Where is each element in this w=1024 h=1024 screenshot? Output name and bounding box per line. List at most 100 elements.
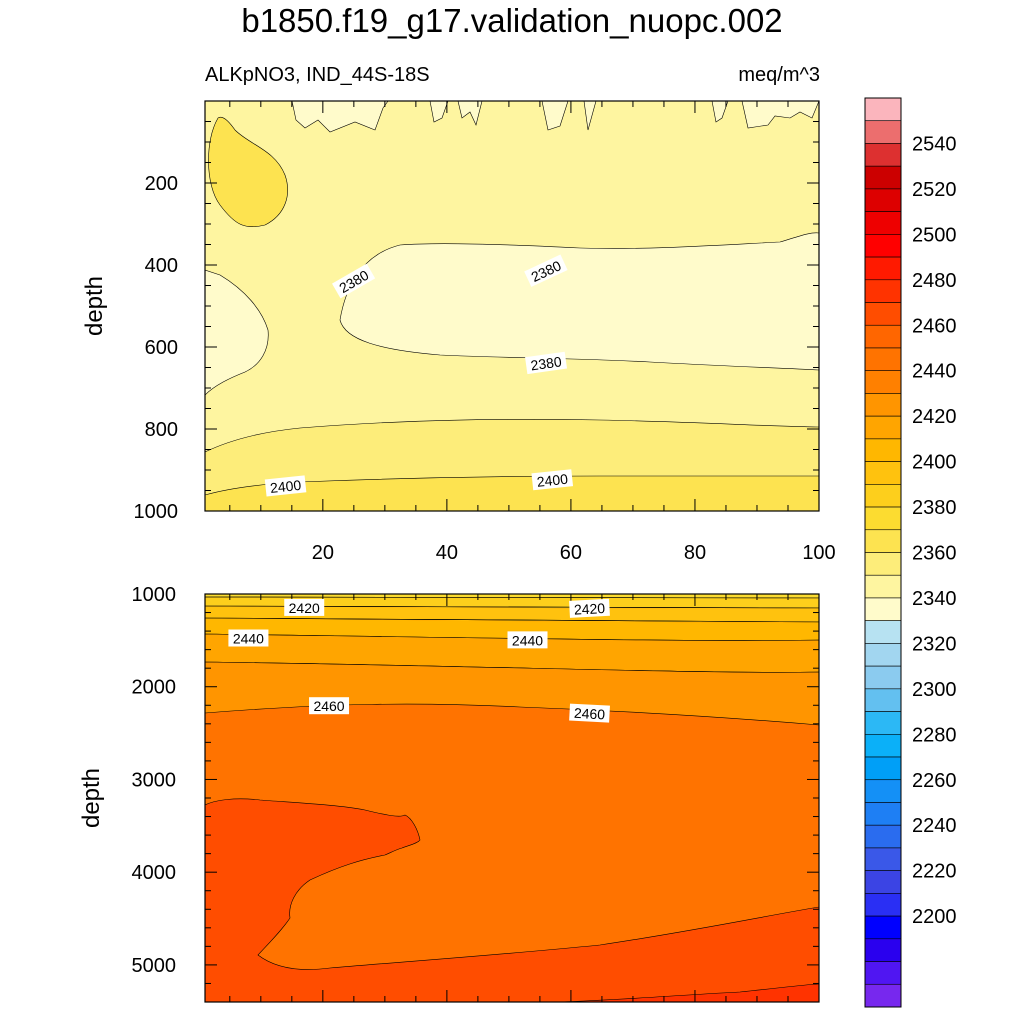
upper-region-2380-center [339, 232, 819, 371]
colorbar-swatch [864, 665, 902, 690]
colorbar-swatch [864, 870, 902, 894]
colorbar-swatch [864, 188, 902, 212]
contour-label-box [569, 703, 610, 723]
contour-label-text: 2420 [289, 600, 320, 616]
colorbar-label: 2440 [912, 361, 957, 383]
colorbar-label: 2540 [912, 133, 957, 155]
upper-y-tick-labels: 200 400 600 800 1000 [134, 173, 179, 523]
lower-region-2480-deep [205, 798, 819, 1002]
colorbar-swatch [864, 143, 902, 167]
colorbar-label: 2320 [912, 633, 957, 655]
colorbar-swatch [864, 688, 902, 712]
contour-label-text: 2440 [512, 632, 543, 648]
units-label: meq/m^3 [738, 64, 820, 86]
contour-label-box [309, 697, 350, 715]
colorbar-swatch [864, 370, 902, 394]
contour-label-text: 2460 [313, 698, 344, 714]
colorbar-frame [864, 97, 902, 1008]
colorbar-label: 2200 [912, 906, 957, 928]
upper-panel [205, 101, 819, 511]
colorbar-label: 2240 [912, 815, 957, 837]
colorbar-swatch [864, 756, 902, 781]
colorbar-swatch [864, 552, 902, 576]
upper-x-tick-label: 100 [802, 542, 835, 564]
lower-y-tick-label: 4000 [132, 862, 177, 884]
colorbar-swatch [864, 574, 902, 599]
colorbar-label: 2300 [912, 679, 957, 701]
contour-label-box [524, 254, 568, 287]
contour-label: 2400 [264, 475, 307, 497]
colorbar-swatch [864, 97, 902, 122]
upper-y-tick-label: 200 [145, 173, 178, 195]
contour-label-box [264, 475, 307, 497]
page-title: b1850.f19_g17.validation_nuopc.002 [241, 2, 783, 39]
colorbar-swatch [864, 938, 902, 962]
colorbar-swatch [864, 211, 902, 235]
colorbar-swatch [864, 643, 902, 667]
contour-label-box [507, 631, 548, 649]
colorbar-swatch [864, 234, 902, 258]
colorbar-label: 2360 [912, 543, 957, 565]
colorbar-swatch [864, 529, 902, 553]
lower-y-tick-labels: 1000 2000 3000 4000 5000 [132, 584, 177, 977]
contour-label: 2440 [507, 631, 548, 649]
contour-label-box [228, 629, 269, 647]
contour-label-box [332, 263, 376, 299]
colorbar-swatch [864, 733, 902, 758]
lower-panel [205, 594, 819, 1002]
colorbar-swatch [864, 802, 902, 826]
colorbar-swatch [864, 347, 902, 372]
colorbar-label: 2520 [912, 179, 957, 201]
contour-label-text: 2460 [574, 705, 606, 723]
upper-x-tick-label: 40 [436, 542, 458, 564]
upper-region-2410-blob [208, 116, 288, 228]
contour-label-box [531, 469, 574, 491]
colorbar-swatch [864, 256, 902, 281]
colorbar-swatch [864, 847, 902, 871]
lower-y-tick-label: 5000 [132, 955, 177, 977]
upper-x-tick-label: 20 [312, 542, 334, 564]
colorbar-swatch [864, 961, 902, 985]
colorbar-swatch [864, 824, 902, 849]
upper-y-tick-label: 800 [145, 419, 178, 441]
colorbar-label: 2220 [912, 861, 957, 883]
upper-x-tick-label: 80 [684, 542, 706, 564]
contour-label: 2460 [569, 703, 610, 723]
contour-label: 2440 [228, 629, 269, 647]
lower-region-2490 [559, 983, 819, 1002]
variable-region-label: ALKpNO3, IND_44S-18S [205, 64, 430, 86]
colorbar-swatch [864, 597, 902, 621]
contour-label-text: 2440 [233, 631, 264, 647]
colorbar-swatch [864, 711, 902, 735]
contour-label-box [284, 598, 325, 616]
lower-region-2410 [205, 596, 819, 609]
contour-label-text: 2400 [269, 477, 302, 496]
colorbar-label: 2340 [912, 588, 957, 610]
colorbar-label: 2280 [912, 724, 957, 746]
contour-label: 2420 [284, 598, 325, 616]
colorbar-swatch [864, 915, 902, 940]
colorbar-label: 2420 [912, 406, 957, 428]
contour-label-text: 2400 [536, 471, 569, 490]
colorbar-swatch [864, 506, 902, 531]
colorbar-swatch [864, 165, 902, 190]
colorbar-swatch [864, 393, 902, 417]
colorbar-swatch [864, 620, 902, 644]
colorbar-label: 2500 [912, 224, 957, 246]
axis-ticks [205, 100, 820, 1003]
colorbar-swatch [864, 438, 902, 462]
colorbar-label: 2460 [912, 315, 957, 337]
colorbar-label: 2380 [912, 497, 957, 519]
upper-x-tick-labels: 20 40 60 80 100 [312, 542, 836, 564]
colorbar-swatch [864, 302, 902, 326]
colorbar-swatch [864, 461, 902, 485]
colorbar-swatch [864, 484, 902, 508]
upper-y-axis-title: depth [81, 276, 108, 336]
colorbar-swatch [864, 415, 902, 440]
colorbar-label: 2480 [912, 270, 957, 292]
lower-y-axis-title: depth [78, 768, 105, 828]
contour-label-box [525, 351, 568, 375]
colorbar-label: 2400 [912, 452, 957, 474]
